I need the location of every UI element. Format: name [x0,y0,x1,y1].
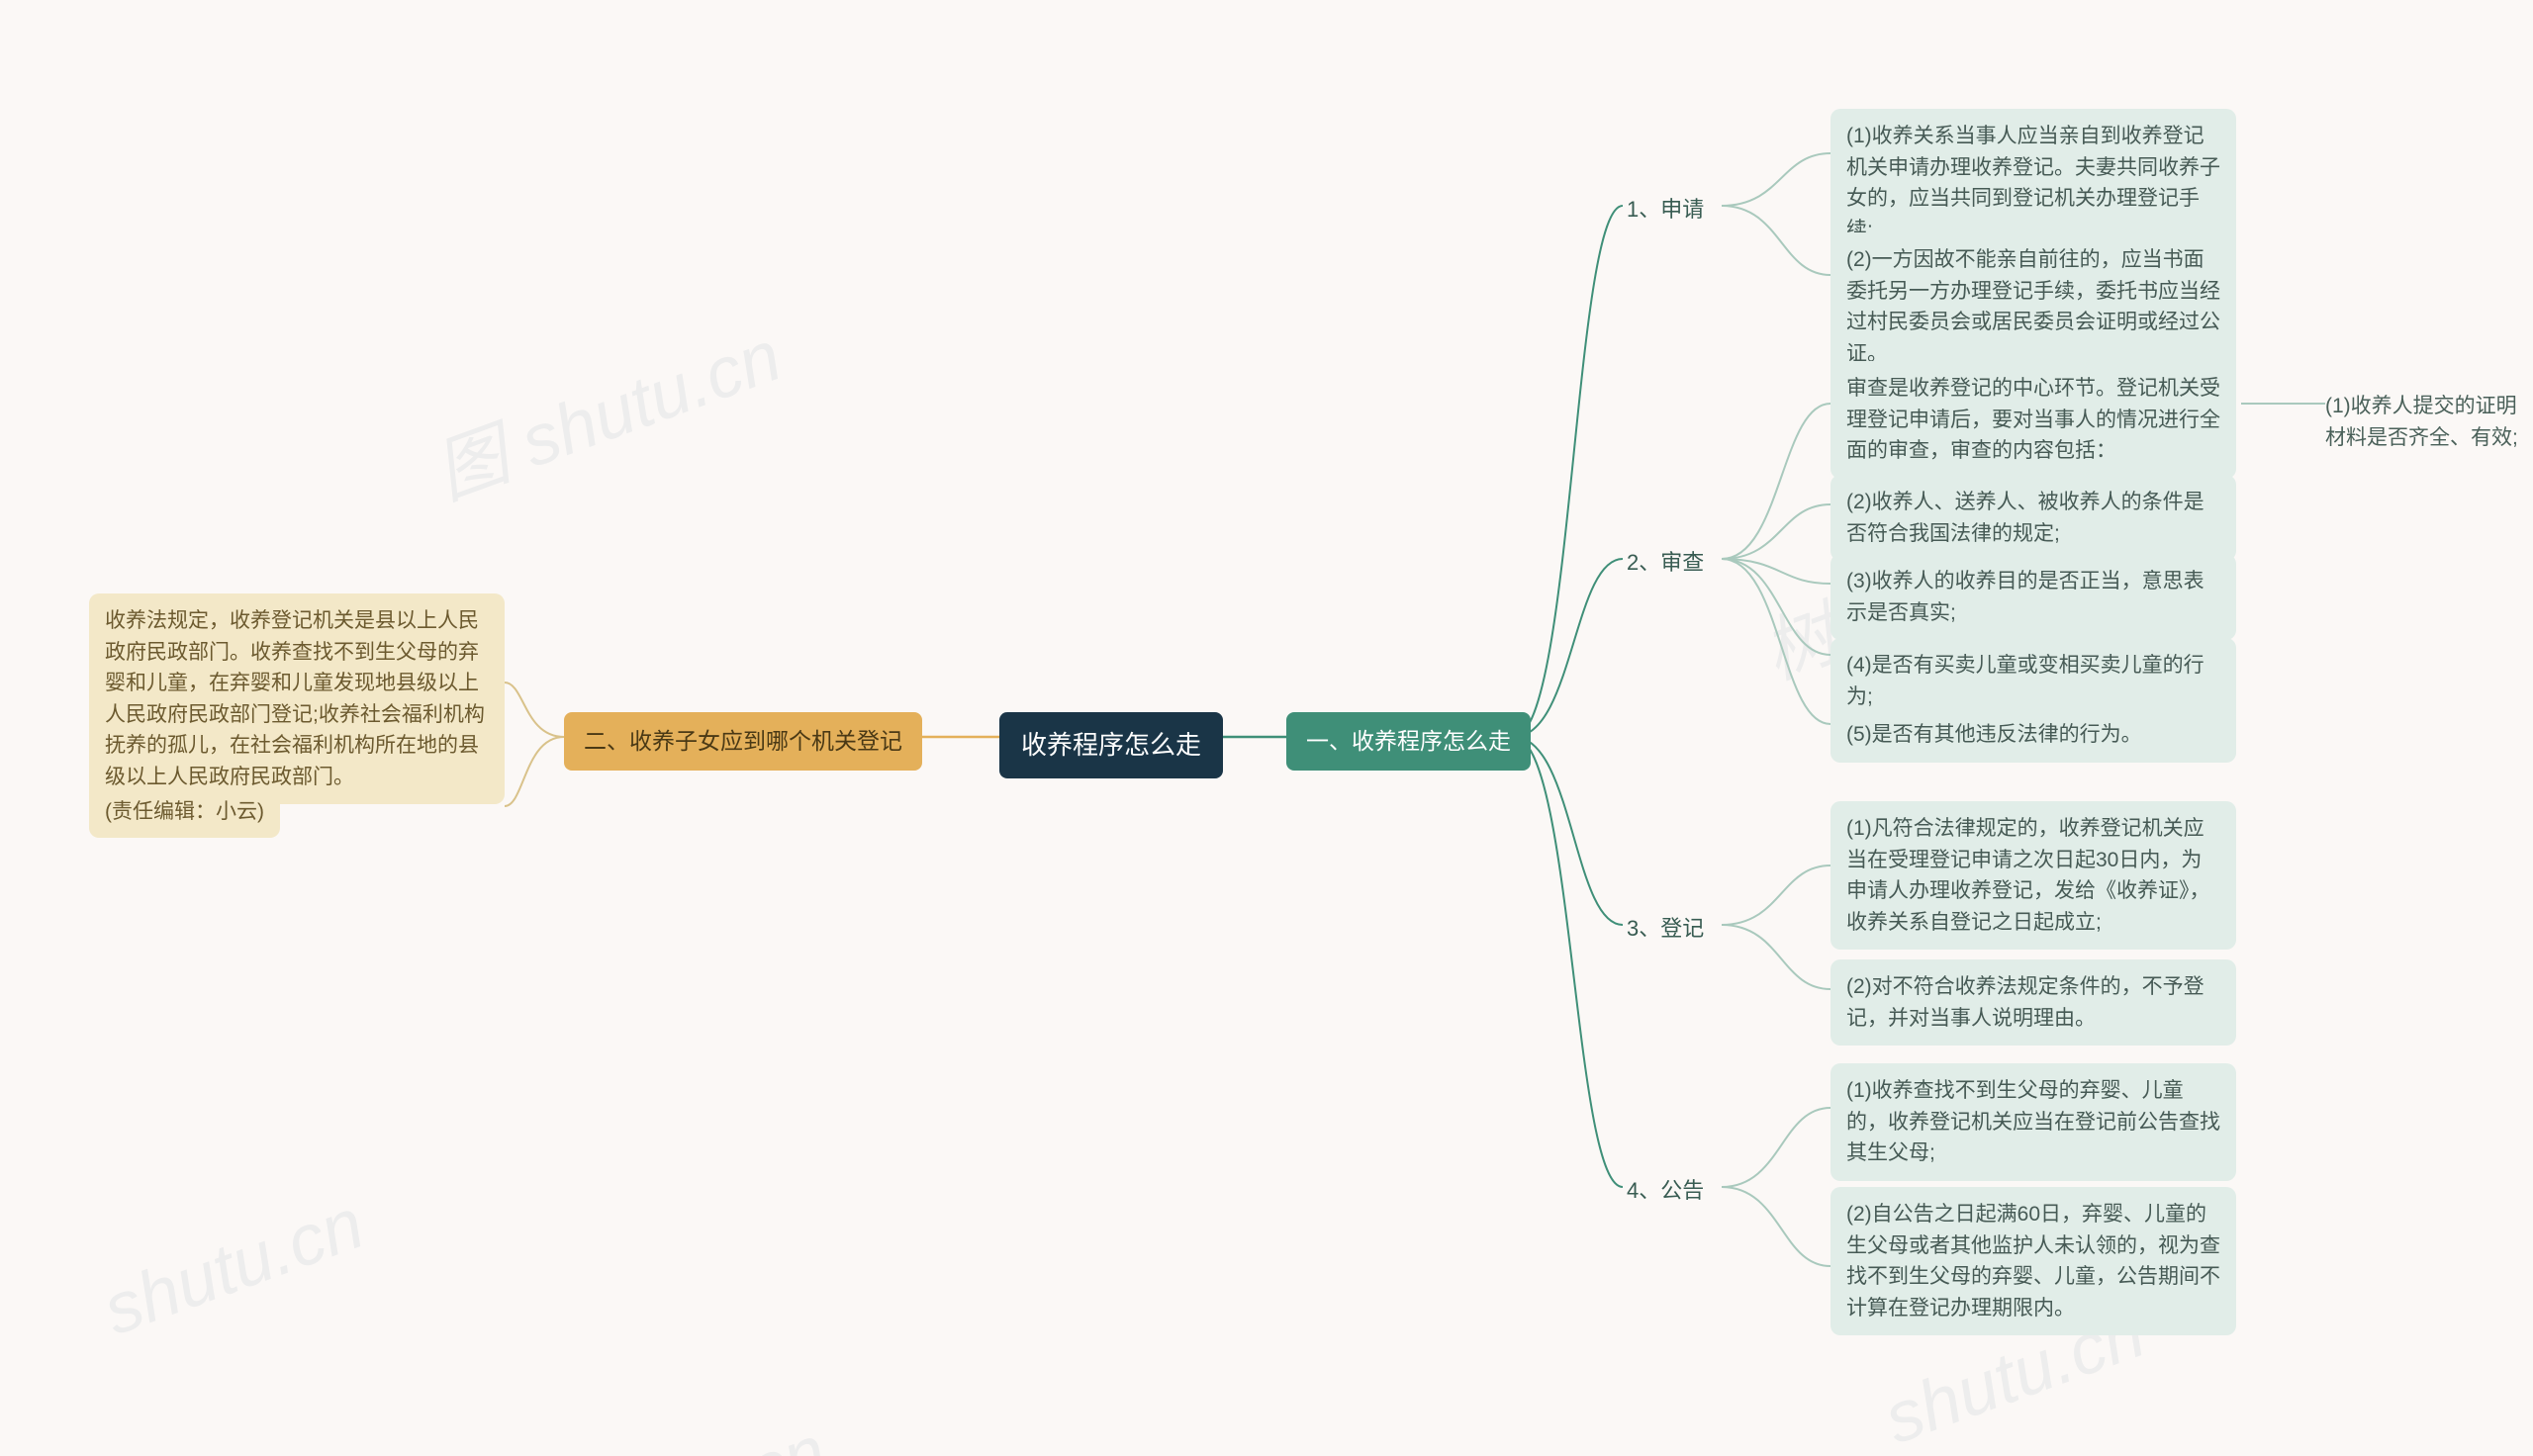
review-detail-0: 审查是收养登记的中心环节。登记机关受理登记申请后，要对当事人的情况进行全面的审查… [1830,361,2236,479]
register-detail-2: (2)对不符合收养法规定条件的，不予登记，并对当事人说明理由。 [1830,959,2236,1046]
step-register[interactable]: 3、登记 [1623,910,1708,947]
review-sub-leaf: (1)收养人提交的证明材料是否齐全、有效; [2325,391,2523,453]
notice-detail-2: (2)自公告之日起满60日，弃婴、儿童的生父母或者其他监护人未认领的，视为查找不… [1830,1187,2236,1335]
left-detail-1: 收养法规定，收养登记机关是县以上人民政府民政部门。收养查找不到生父母的弃婴和儿童… [89,593,505,804]
left-detail-2: (责任编辑：小云) [89,786,280,838]
watermark: tu.cn [664,1410,837,1456]
step-apply[interactable]: 1、申请 [1623,191,1708,228]
section-left[interactable]: 二、收养子女应到哪个机关登记 [564,712,922,771]
apply-detail-2: (2)一方因故不能亲自前往的，应当书面委托另一方办理登记手续，委托书应当经过村民… [1830,232,2236,381]
root-node[interactable]: 收养程序怎么走 [999,712,1223,778]
step-review[interactable]: 2、审查 [1623,544,1708,581]
review-detail-2: (3)收养人的收养目的是否正当，意思表示是否真实; [1830,554,2236,640]
review-detail-1: (2)收养人、送养人、被收养人的条件是否符合我国法律的规定; [1830,475,2236,561]
watermark: 图 shutu.cn [419,298,793,518]
review-detail-4: (5)是否有其他违反法律的行为。 [1830,707,2236,763]
register-detail-1: (1)凡符合法律规定的，收养登记机关应当在受理登记申请之次日起30日内，为申请人… [1830,801,2236,950]
notice-detail-1: (1)收养查找不到生父母的弃婴、儿童的，收养登记机关应当在登记前公告查找其生父母… [1830,1063,2236,1181]
watermark: shutu.cn [93,1183,374,1351]
step-notice[interactable]: 4、公告 [1623,1172,1708,1209]
section-right[interactable]: 一、收养程序怎么走 [1286,712,1531,771]
